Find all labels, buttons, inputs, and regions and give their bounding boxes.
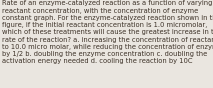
Text: Rate of an enzyme-catalyzed reaction as a function of varying
reactant concentra: Rate of an enzyme-catalyzed reaction as … — [2, 0, 213, 64]
